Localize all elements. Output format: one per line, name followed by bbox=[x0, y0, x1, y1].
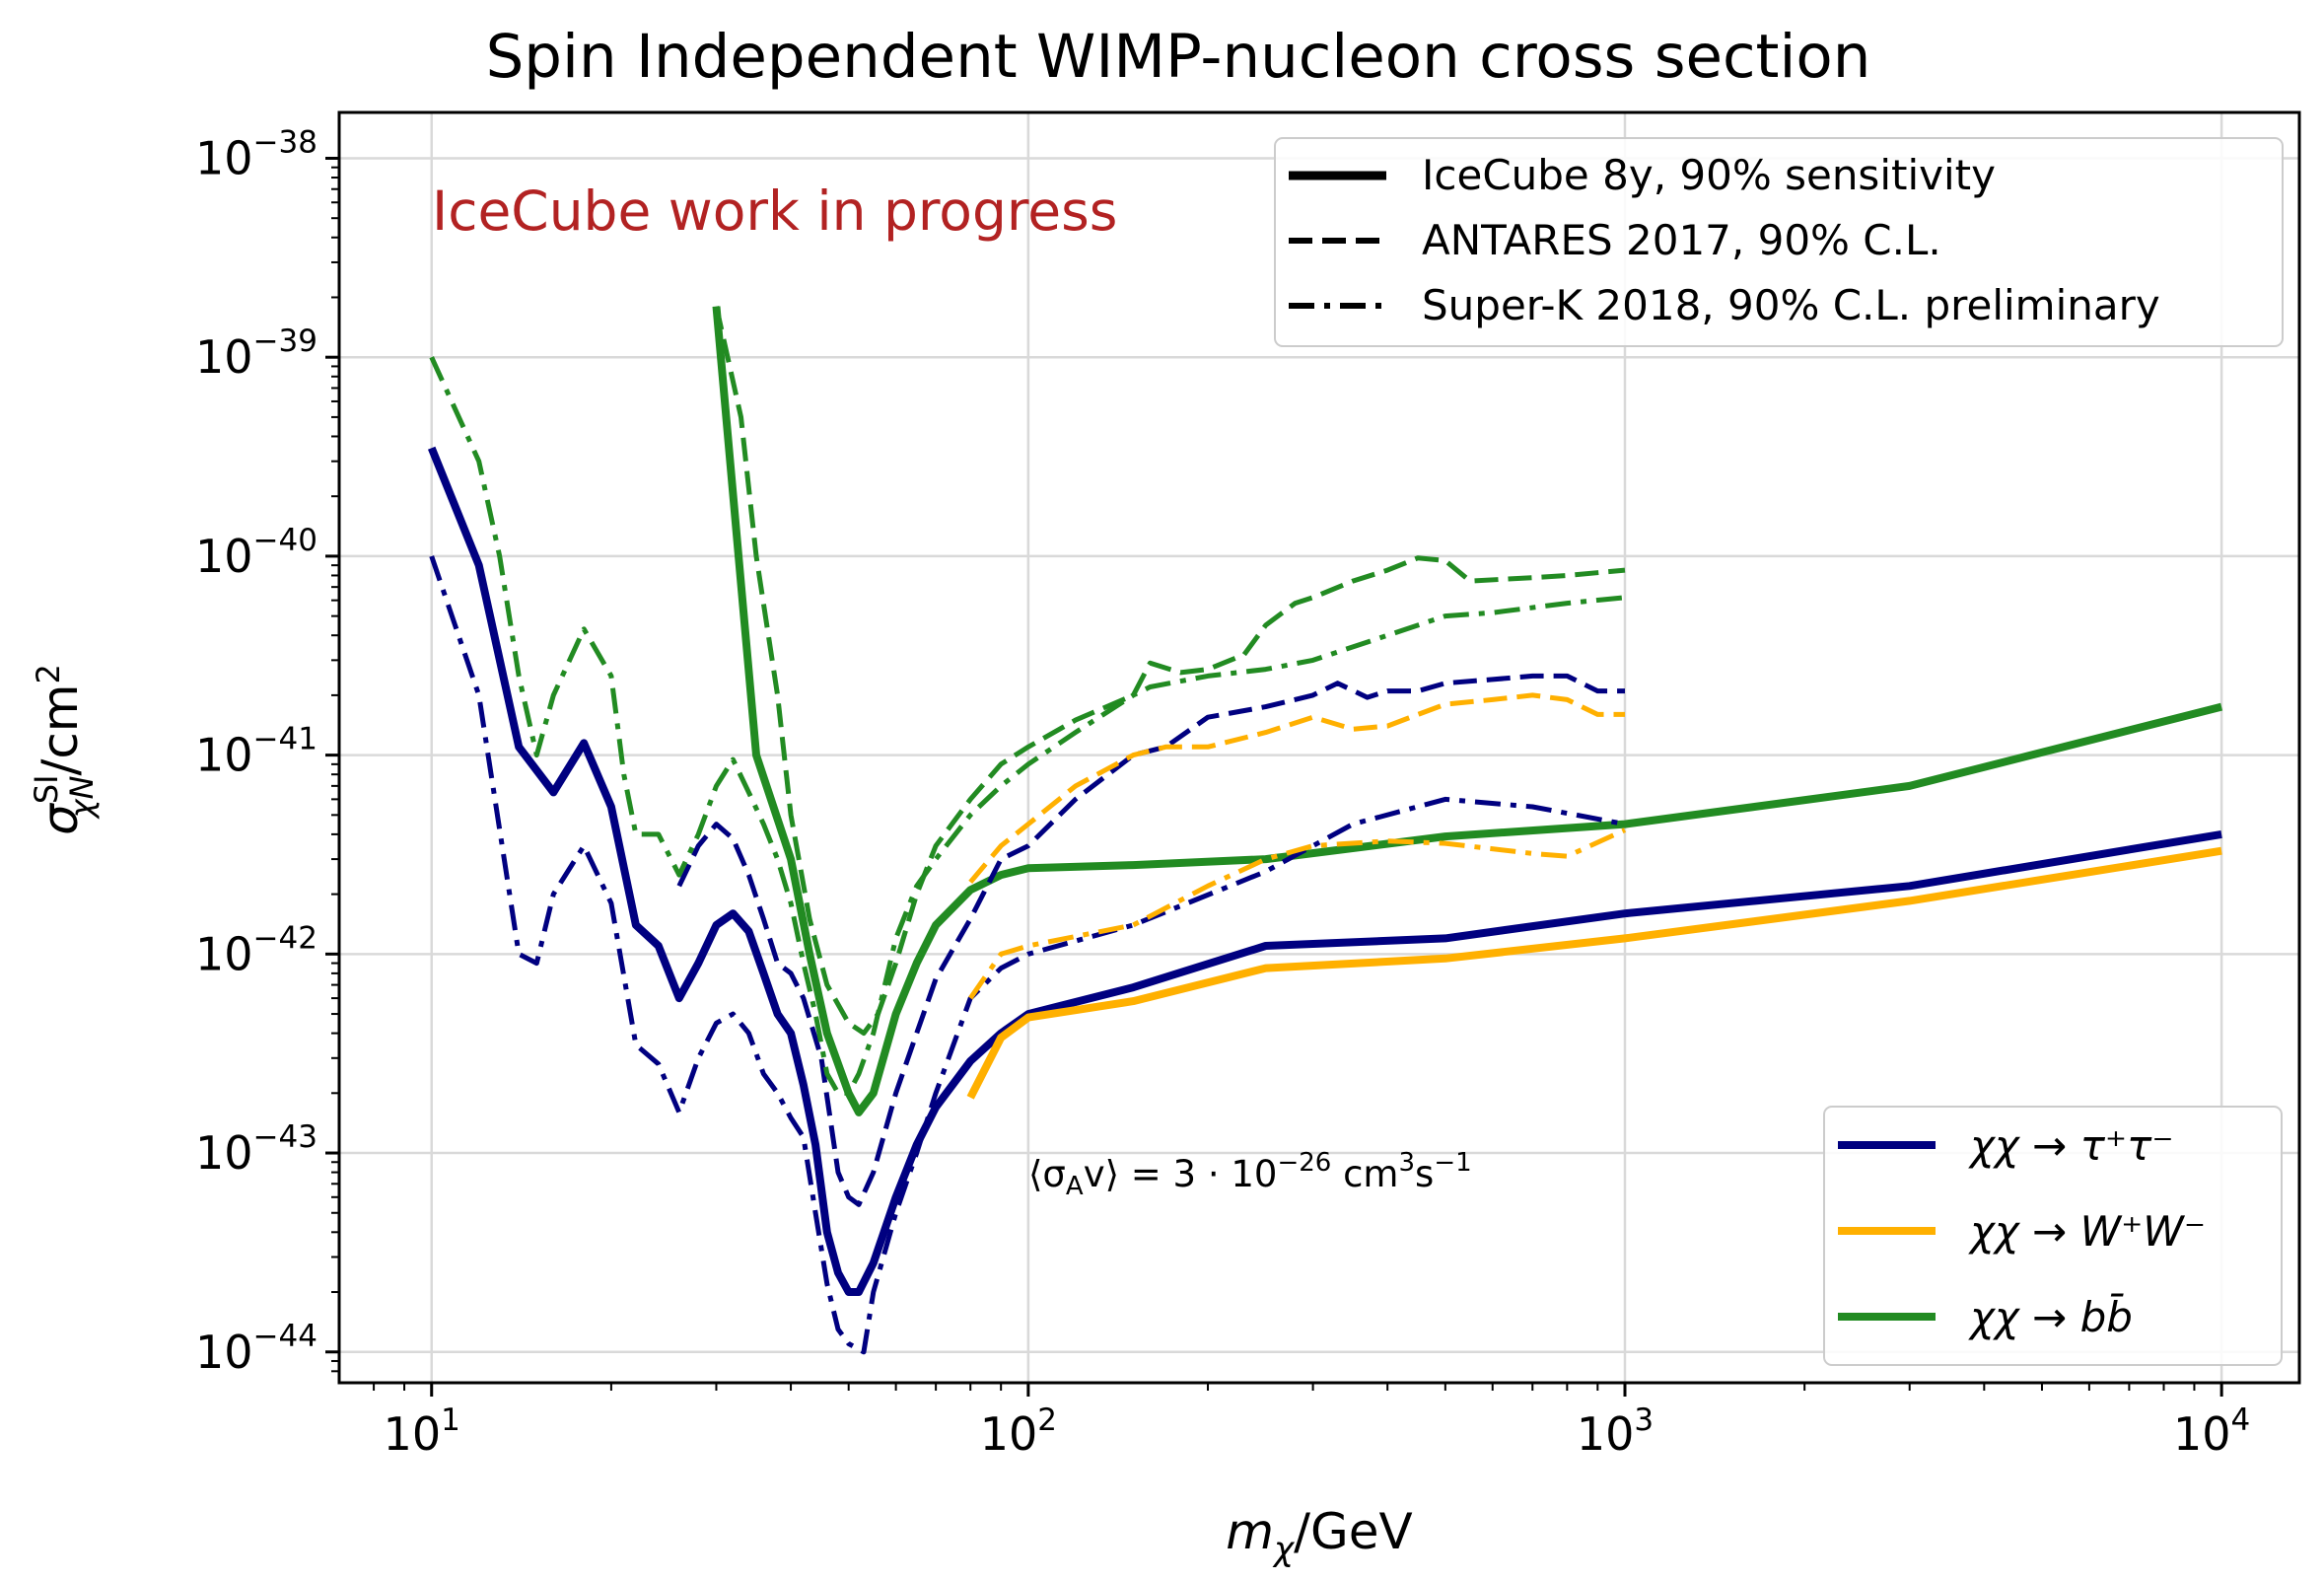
x-tick-exp: 2 bbox=[1037, 1402, 1057, 1438]
y-tick-label: 10−42 bbox=[195, 920, 317, 980]
y-label-unit: /cm bbox=[32, 683, 89, 775]
x-tick-exp: 3 bbox=[1634, 1402, 1654, 1438]
x-tick-exp: 4 bbox=[2231, 1402, 2251, 1438]
series-line-superk-w bbox=[968, 827, 1627, 1000]
color-legend: χχ → τ⁺τ⁻ χχ → W⁺W⁻ χχ → bb̄ bbox=[1823, 1106, 2283, 1366]
chart-title: Spin Independent WIMP-nucleon cross sect… bbox=[486, 22, 1871, 92]
y-tick-exp: −41 bbox=[253, 722, 317, 757]
x-label-sub: χ bbox=[1272, 1530, 1296, 1569]
cross-section-annotation: ⟨σAv⟩ = 3 · 10−26 cm3s−1 bbox=[1028, 1148, 1472, 1201]
y-tick-exp: −39 bbox=[253, 323, 317, 359]
x-label-unit: /GeV bbox=[1294, 1503, 1413, 1560]
y-tick-label: 10−44 bbox=[195, 1319, 317, 1379]
series-line-icecube-b bbox=[712, 306, 2223, 1116]
x-tick-base: 10 bbox=[2173, 1407, 2231, 1461]
x-tick-label: 101 bbox=[384, 1402, 460, 1461]
y-tick-base: 10 bbox=[195, 530, 253, 583]
annot-unit2-sup: −1 bbox=[1434, 1148, 1471, 1178]
series-group bbox=[427, 306, 2223, 1355]
annot-unit: cm bbox=[1331, 1153, 1398, 1195]
y-tick-base: 10 bbox=[195, 927, 253, 980]
style-legend-label: IceCube 8y, 90% sensitivity bbox=[1422, 151, 1996, 199]
color-legend-label: χχ → W⁺W⁻ bbox=[1968, 1207, 2206, 1256]
watermark-text: IceCube work in progress bbox=[432, 180, 1117, 243]
x-tick-base: 10 bbox=[980, 1407, 1038, 1461]
series-line-antares-tau bbox=[676, 673, 1625, 1207]
y-tick-base: 10 bbox=[195, 131, 253, 184]
y-tick-exp: −42 bbox=[253, 920, 317, 956]
y-tick-exp: −38 bbox=[253, 124, 317, 160]
y-tick-base: 10 bbox=[195, 729, 253, 782]
annot-lhs-sub: A bbox=[1066, 1172, 1084, 1201]
axis-ticks: 101 102 103 10410−4410−4310−4210−4110−4010−… bbox=[195, 124, 2250, 1461]
style-legend: IceCube 8y, 90% sensitivity ANTARES 2017,… bbox=[1274, 137, 2284, 347]
annot-unit-sup: 3 bbox=[1398, 1148, 1415, 1178]
x-tick-exp: 1 bbox=[441, 1402, 460, 1438]
y-tick-base: 10 bbox=[195, 330, 253, 384]
y-tick-exp: −43 bbox=[253, 1119, 317, 1155]
color-legend-label: χχ → τ⁺τ⁻ bbox=[1968, 1121, 2174, 1170]
color-legend-box bbox=[1823, 1106, 2283, 1366]
y-tick-label: 10−39 bbox=[195, 323, 317, 384]
x-label-base: m bbox=[1226, 1503, 1274, 1560]
annot-unit2: s bbox=[1415, 1153, 1434, 1195]
series-line-superk-tau bbox=[429, 555, 1626, 1355]
y-tick-label: 10−41 bbox=[195, 722, 317, 782]
series-line-antares-b bbox=[714, 306, 1626, 1037]
y-tick-exp: −40 bbox=[253, 523, 317, 558]
x-tick-label: 103 bbox=[1577, 1402, 1654, 1461]
x-tick-base: 10 bbox=[1577, 1407, 1635, 1461]
style-legend-label: Super-K 2018, 90% C.L. preliminary bbox=[1422, 281, 2160, 329]
plot-frame bbox=[337, 110, 2301, 1385]
y-tick-label: 10−38 bbox=[195, 124, 317, 184]
y-tick-base: 10 bbox=[195, 1326, 253, 1379]
style-legend-box bbox=[1274, 137, 2284, 347]
color-legend-label: χχ → bb̄ bbox=[1968, 1291, 2133, 1341]
y-label-sub: χN bbox=[63, 775, 101, 820]
x-tick-base: 10 bbox=[384, 1407, 442, 1461]
series-line-icecube-tau bbox=[427, 446, 2222, 1296]
y-label-base: σ bbox=[32, 803, 89, 835]
x-tick-label: 104 bbox=[2173, 1402, 2250, 1461]
y-label-sup: SI bbox=[28, 774, 65, 804]
y-tick-label: 10−40 bbox=[195, 523, 317, 583]
annot-lhs-rest: v⟩ = 3 · 10 bbox=[1084, 1153, 1278, 1195]
style-legend-label: ANTARES 2017, 90% C.L. bbox=[1422, 216, 1941, 264]
series-line-antares-w bbox=[968, 692, 1625, 885]
y-axis-label: σSIχN/cm2 bbox=[28, 664, 101, 835]
annot-lhs: ⟨σ bbox=[1028, 1153, 1066, 1195]
series-line-icecube-w bbox=[966, 846, 2222, 1100]
series-line-superk-b bbox=[429, 356, 1626, 1096]
x-axis-label: mχ/GeV bbox=[1226, 1503, 1412, 1569]
y-tick-exp: −44 bbox=[253, 1319, 317, 1354]
y-label-unit-sup: 2 bbox=[30, 664, 67, 683]
x-tick-label: 102 bbox=[980, 1402, 1057, 1461]
y-tick-label: 10−43 bbox=[195, 1119, 317, 1180]
annot-exp: −26 bbox=[1277, 1148, 1331, 1178]
y-tick-base: 10 bbox=[195, 1126, 253, 1180]
